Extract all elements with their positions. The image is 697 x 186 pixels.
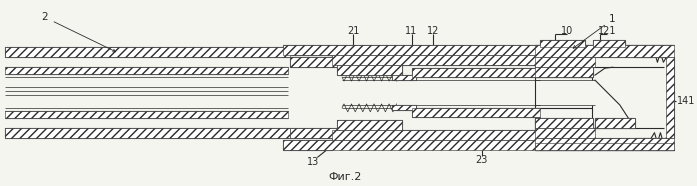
Polygon shape [332,55,540,65]
Text: 21: 21 [347,25,359,36]
Text: 1: 1 [608,14,615,24]
Polygon shape [535,45,674,57]
Text: 23: 23 [476,155,488,165]
Polygon shape [535,118,593,128]
Polygon shape [337,120,401,130]
Polygon shape [535,138,674,150]
Polygon shape [535,128,595,138]
Text: Фиг.2: Фиг.2 [328,172,362,182]
Polygon shape [332,130,540,140]
Polygon shape [289,57,337,67]
Polygon shape [540,40,585,47]
Polygon shape [535,143,674,150]
Polygon shape [593,40,625,47]
Text: 10: 10 [561,25,574,36]
Polygon shape [5,128,289,138]
Text: 141: 141 [677,96,696,106]
Polygon shape [337,65,401,75]
Polygon shape [535,67,593,77]
Polygon shape [392,75,417,80]
Polygon shape [411,68,540,77]
Polygon shape [282,140,540,150]
Polygon shape [392,105,417,110]
Text: 12: 12 [427,25,440,36]
Text: 13: 13 [307,157,319,167]
Polygon shape [5,67,288,74]
Text: 2: 2 [41,12,48,22]
Polygon shape [411,108,540,117]
Polygon shape [535,57,595,67]
Polygon shape [5,111,288,118]
Polygon shape [289,128,337,138]
Polygon shape [666,57,674,138]
Polygon shape [595,118,635,128]
Polygon shape [5,47,289,57]
Text: 11: 11 [406,25,418,36]
Polygon shape [282,45,540,55]
Text: 121: 121 [597,25,616,36]
